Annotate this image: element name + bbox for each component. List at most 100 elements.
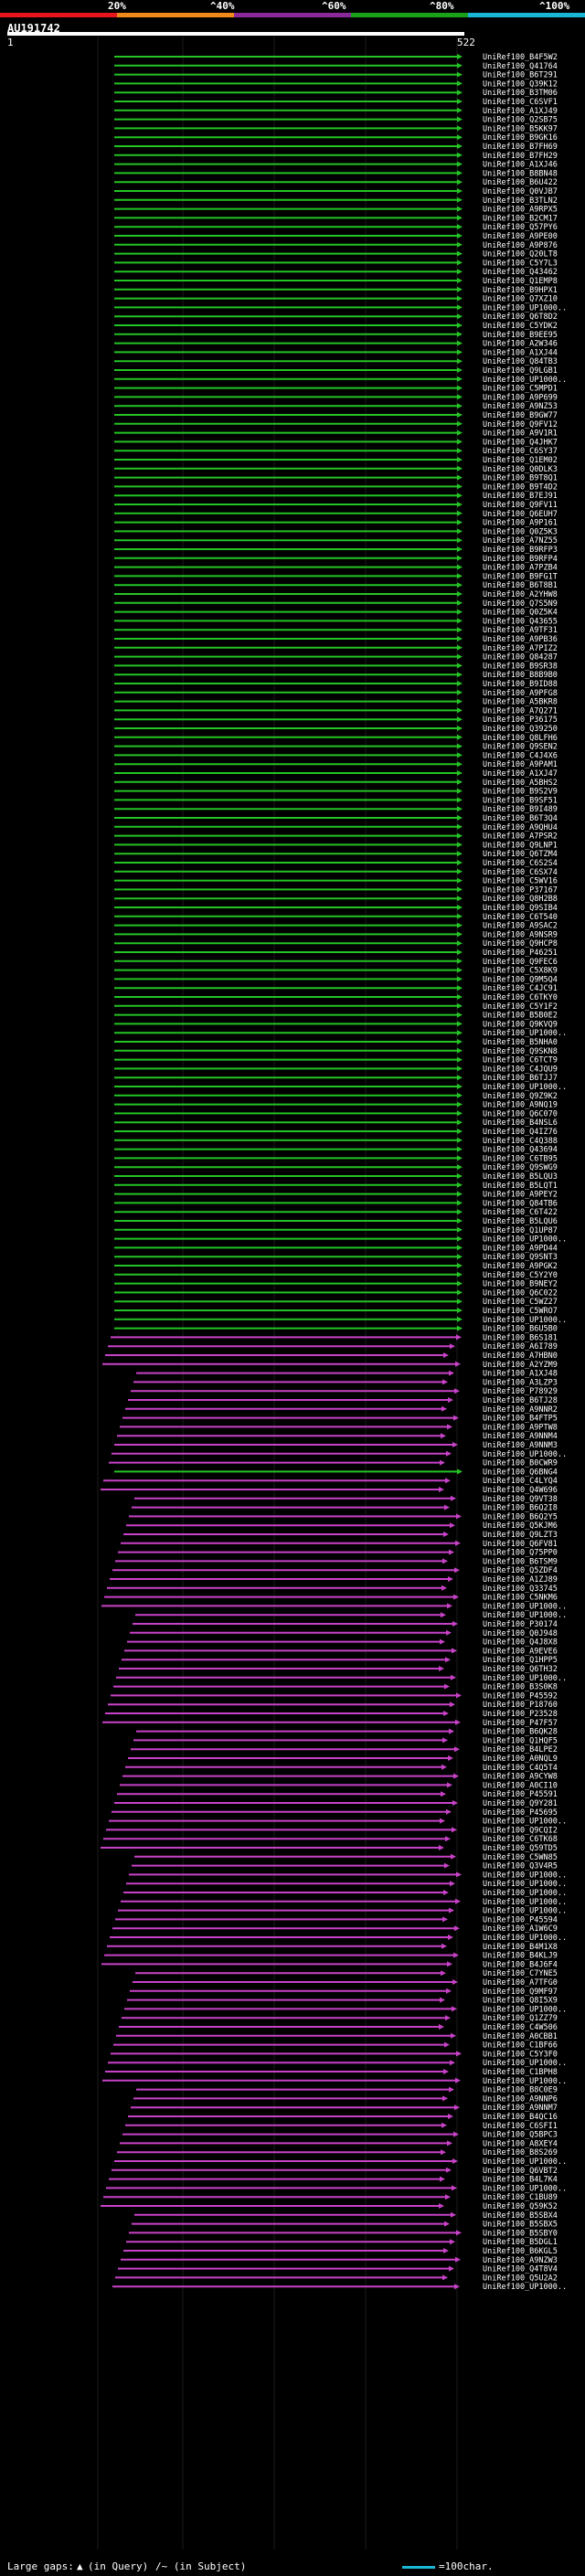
- hit-id-link[interactable]: UniRef100_Q5BPC3: [483, 2131, 558, 2140]
- hit-id-link[interactable]: UniRef100_B6TSM9: [483, 1557, 558, 1566]
- hit-id-link[interactable]: UniRef100_A9PAM1: [483, 760, 558, 769]
- hit-id-link[interactable]: UniRef100_A2YZM9: [483, 1361, 558, 1370]
- hit-id-link[interactable]: UniRef100_A1XJ44: [483, 348, 558, 357]
- hit-id-link[interactable]: UniRef100_UP1000..: [483, 1602, 567, 1611]
- hit-id-link[interactable]: UniRef100_Q84287: [483, 653, 558, 663]
- hit-id-link[interactable]: UniRef100_C1BU89: [483, 2193, 558, 2202]
- hit-id-link[interactable]: UniRef100_UP1000..: [483, 376, 567, 385]
- hit-id-link[interactable]: UniRef100_B4FTP5: [483, 1415, 558, 1424]
- hit-id-link[interactable]: UniRef100_Q6C070: [483, 1109, 558, 1118]
- hit-id-link[interactable]: UniRef100_Q5ZDF4: [483, 1566, 558, 1575]
- hit-id-link[interactable]: UniRef100_A7NZ55: [483, 536, 558, 546]
- hit-id-link[interactable]: UniRef100_B6Q2I8: [483, 1504, 558, 1513]
- hit-id-link[interactable]: UniRef100_B9RFP3: [483, 546, 558, 555]
- hit-id-link[interactable]: UniRef100_A9PE00: [483, 232, 558, 241]
- hit-id-link[interactable]: UniRef100_B3TM06: [483, 89, 558, 98]
- hit-id-link[interactable]: UniRef100_C6T422: [483, 1208, 558, 1217]
- hit-id-link[interactable]: UniRef100_Q9SWG9: [483, 1163, 558, 1172]
- hit-id-link[interactable]: UniRef100_A9CYW8: [483, 1773, 558, 1782]
- hit-id-link[interactable]: UniRef100_B9T4D2: [483, 482, 558, 492]
- hit-id-link[interactable]: UniRef100_Q6T8D2: [483, 313, 558, 322]
- hit-id-link[interactable]: UniRef100_Q84TB3: [483, 357, 558, 366]
- hit-id-link[interactable]: UniRef100_B7EJ91: [483, 492, 558, 501]
- hit-id-link[interactable]: UniRef100_C5YDK2: [483, 322, 558, 331]
- hit-id-link[interactable]: UniRef100_A1W6C9: [483, 1924, 558, 1934]
- hit-id-link[interactable]: UniRef100_Q4IZ76: [483, 1128, 558, 1137]
- hit-id-link[interactable]: UniRef100_Q9FV12: [483, 420, 558, 429]
- hit-id-link[interactable]: UniRef100_B4M1X8: [483, 1943, 558, 1952]
- hit-id-link[interactable]: UniRef100_P47F57: [483, 1719, 558, 1728]
- hit-id-link[interactable]: UniRef100_Q9LNP1: [483, 841, 558, 850]
- hit-id-link[interactable]: UniRef100_B8S269: [483, 2148, 558, 2157]
- hit-id-link[interactable]: UniRef100_B5LQU6: [483, 1217, 558, 1226]
- hit-id-link[interactable]: UniRef100_P45591: [483, 1790, 558, 1799]
- hit-id-link[interactable]: UniRef100_Q41764: [483, 62, 558, 71]
- hit-id-link[interactable]: UniRef100_B5LQT1: [483, 1182, 558, 1191]
- hit-id-link[interactable]: UniRef100_C4LYQ4: [483, 1477, 558, 1486]
- hit-id-link[interactable]: UniRef100_B9HPX1: [483, 286, 558, 295]
- hit-id-link[interactable]: UniRef100_C6TB95: [483, 1154, 558, 1163]
- hit-id-link[interactable]: UniRef100_C6TKY0: [483, 993, 558, 1002]
- hit-id-link[interactable]: UniRef100_C6SX74: [483, 868, 558, 877]
- hit-id-link[interactable]: UniRef100_B6T3Q4: [483, 814, 558, 823]
- hit-id-link[interactable]: UniRef100_A5BKR8: [483, 698, 558, 707]
- hit-id-link[interactable]: UniRef100_Q6EUH7: [483, 510, 558, 519]
- hit-id-link[interactable]: UniRef100_A9P876: [483, 241, 558, 250]
- hit-id-link[interactable]: UniRef100_B5KK97: [483, 124, 558, 133]
- hit-id-link[interactable]: UniRef100_B2CM17: [483, 214, 558, 223]
- hit-id-link[interactable]: UniRef100_Q59TD5: [483, 1844, 558, 1853]
- hit-id-link[interactable]: UniRef100_C4Q388: [483, 1137, 558, 1146]
- hit-id-link[interactable]: UniRef100_P78929: [483, 1387, 558, 1396]
- hit-id-link[interactable]: UniRef100_B5B0E2: [483, 1012, 558, 1021]
- hit-id-link[interactable]: UniRef100_C5X8K9: [483, 967, 558, 976]
- hit-id-link[interactable]: UniRef100_C5Y1F2: [483, 1002, 558, 1012]
- hit-id-link[interactable]: UniRef100_Q5U2A2: [483, 2274, 558, 2283]
- hit-id-link[interactable]: UniRef100_P23528: [483, 1710, 558, 1719]
- hit-id-link[interactable]: UniRef100_Q9SKN8: [483, 1047, 558, 1056]
- hit-id-link[interactable]: UniRef100_B6QK28: [483, 1728, 558, 1737]
- hit-id-link[interactable]: UniRef100_B7FH69: [483, 143, 558, 152]
- hit-id-link[interactable]: UniRef100_A0CBB1: [483, 2032, 558, 2041]
- hit-id-link[interactable]: UniRef100_C4JQU9: [483, 1065, 558, 1074]
- hit-id-link[interactable]: UniRef100_C6TCT9: [483, 1056, 558, 1065]
- hit-id-link[interactable]: UniRef100_B8C0E9: [483, 2086, 558, 2095]
- hit-id-link[interactable]: UniRef100_Q9VT38: [483, 1495, 558, 1504]
- hit-id-link[interactable]: UniRef100_A9TF31: [483, 626, 558, 635]
- hit-id-link[interactable]: UniRef100_P46251: [483, 949, 558, 958]
- hit-id-link[interactable]: UniRef100_C5NKM6: [483, 1594, 558, 1603]
- hit-id-link[interactable]: UniRef100_Q9CQI2: [483, 1826, 558, 1835]
- hit-id-link[interactable]: UniRef100_Q2SB75: [483, 116, 558, 125]
- hit-id-link[interactable]: UniRef100_C6T540: [483, 913, 558, 922]
- hit-id-link[interactable]: UniRef100_Q43655: [483, 617, 558, 626]
- hit-id-link[interactable]: UniRef100_Q9MF97: [483, 1988, 558, 1997]
- hit-id-link[interactable]: UniRef100_UP1000..: [483, 1934, 567, 1943]
- hit-id-link[interactable]: UniRef100_UP1000..: [483, 1611, 567, 1620]
- hit-id-link[interactable]: UniRef100_A1XJ46: [483, 161, 558, 170]
- hit-id-link[interactable]: UniRef100_Q0J948: [483, 1629, 558, 1638]
- hit-id-link[interactable]: UniRef100_A1ZJ89: [483, 1575, 558, 1585]
- hit-id-link[interactable]: UniRef100_A7Q271: [483, 706, 558, 716]
- hit-id-link[interactable]: UniRef100_UP1000..: [483, 1674, 567, 1683]
- hit-id-link[interactable]: UniRef100_A9NNM3: [483, 1441, 558, 1450]
- hit-id-link[interactable]: UniRef100_Q9LGB1: [483, 366, 558, 376]
- hit-id-link[interactable]: UniRef100_C4JC91: [483, 984, 558, 993]
- hit-id-link[interactable]: UniRef100_B5LQU3: [483, 1172, 558, 1182]
- hit-id-link[interactable]: UniRef100_Q9SNT3: [483, 1253, 558, 1262]
- hit-id-link[interactable]: UniRef100_Q6TZM4: [483, 850, 558, 859]
- hit-id-link[interactable]: UniRef100_UP1000..: [483, 2059, 567, 2068]
- hit-id-link[interactable]: UniRef100_A9P161: [483, 519, 558, 528]
- hit-id-link[interactable]: UniRef100_C5WRO7: [483, 1307, 558, 1316]
- hit-id-link[interactable]: UniRef100_B8B9B0: [483, 671, 558, 680]
- hit-id-link[interactable]: UniRef100_Q39250: [483, 725, 558, 734]
- hit-id-link[interactable]: UniRef100_A9PD44: [483, 1244, 558, 1253]
- hit-id-link[interactable]: UniRef100_Q84TB6: [483, 1199, 558, 1208]
- hit-id-link[interactable]: UniRef100_B6KGL5: [483, 2247, 558, 2256]
- hit-id-link[interactable]: UniRef100_UP1000..: [483, 2283, 567, 2292]
- hit-id-link[interactable]: UniRef100_C1BF66: [483, 2041, 558, 2051]
- hit-id-link[interactable]: UniRef100_B9SR38: [483, 662, 558, 671]
- hit-id-link[interactable]: UniRef100_A9NNM4: [483, 1432, 558, 1441]
- hit-id-link[interactable]: UniRef100_Q1ZZ79: [483, 2014, 558, 2023]
- hit-id-link[interactable]: UniRef100_Q0DLK3: [483, 465, 558, 474]
- hit-id-link[interactable]: UniRef100_A5BHS2: [483, 779, 558, 788]
- hit-id-link[interactable]: UniRef100_C6TK68: [483, 1835, 558, 1844]
